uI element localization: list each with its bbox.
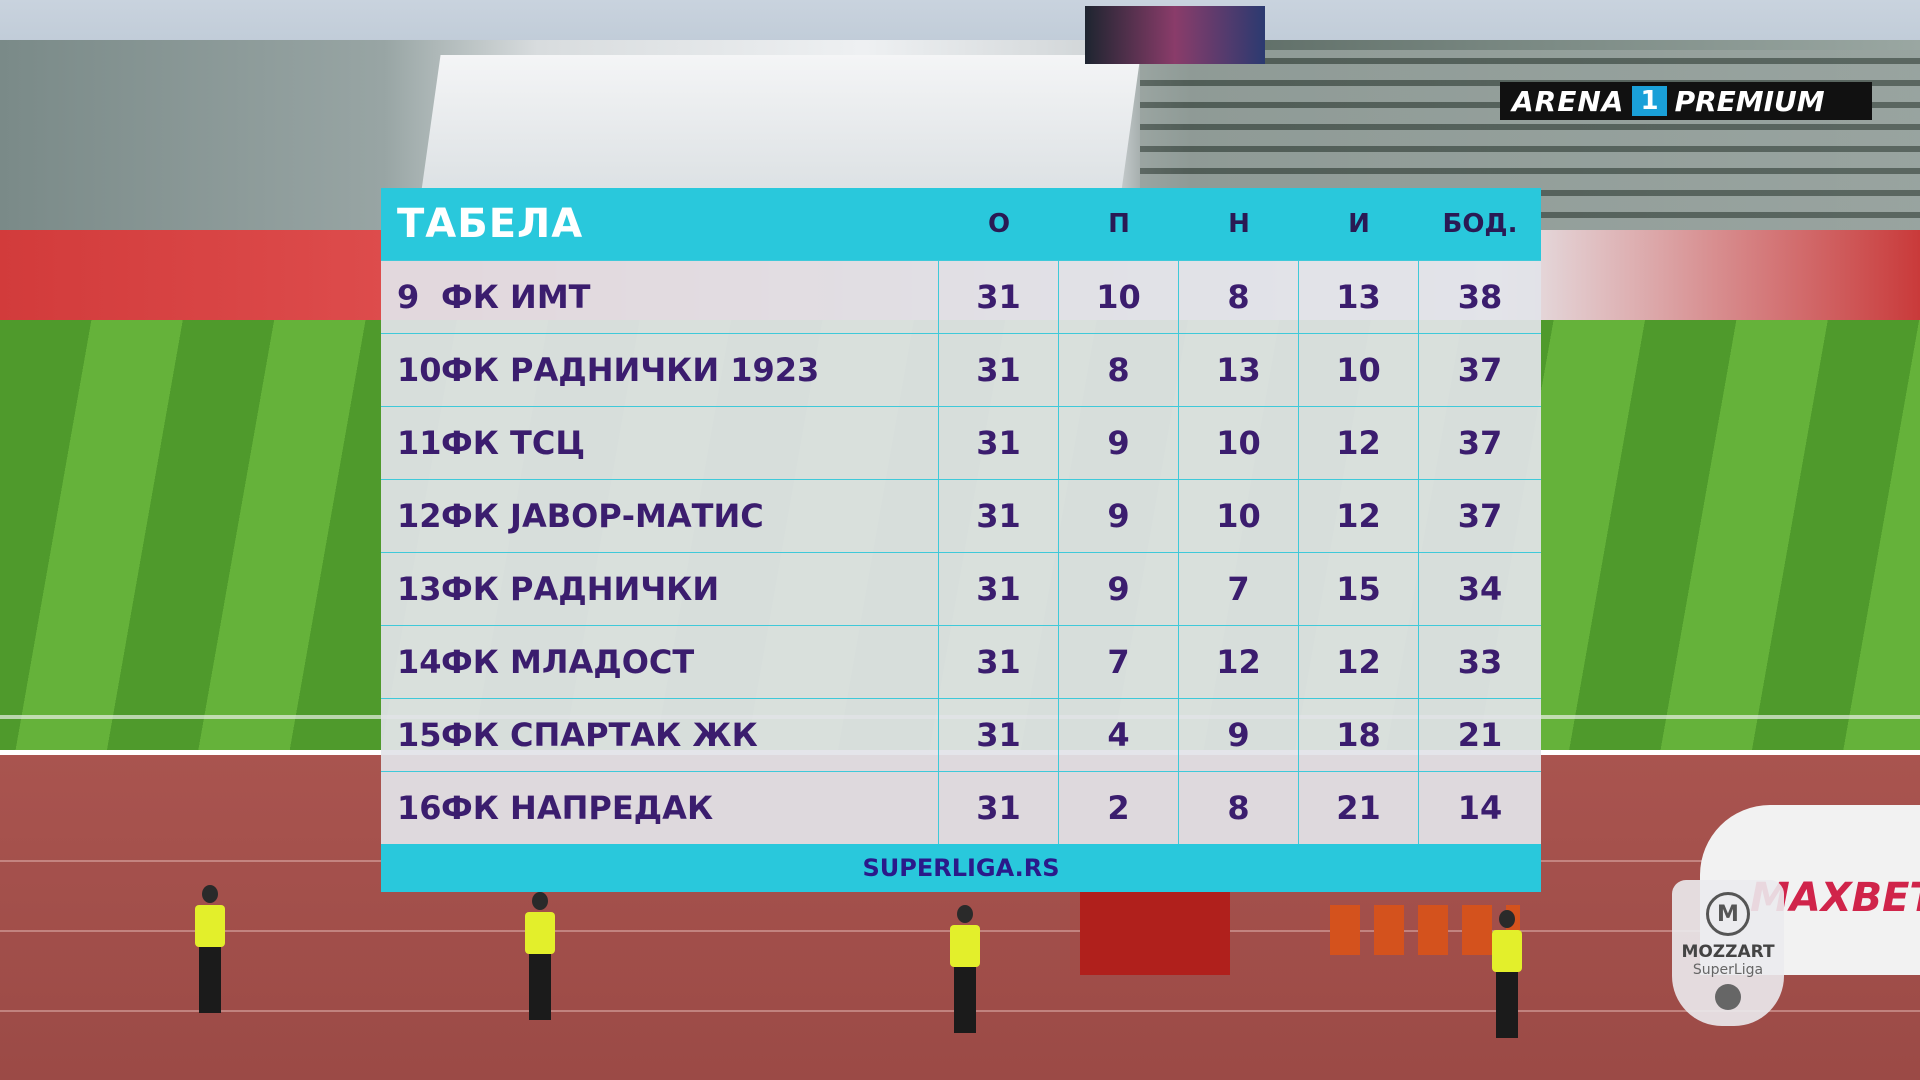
draws: 8: [1179, 772, 1299, 844]
team-name: ФК ИМТ: [441, 261, 939, 333]
played: 31: [939, 480, 1059, 552]
position: 10: [397, 351, 442, 389]
losses: 12: [1299, 407, 1419, 479]
bench-chairs: [1330, 905, 1520, 955]
points: 37: [1457, 497, 1503, 535]
position: 14: [397, 643, 442, 681]
mozzart-m-icon: M: [1706, 892, 1750, 936]
broadcaster-logo: ARENA 1 PREMIUM: [1500, 82, 1872, 120]
table-title: ТАБЕЛА: [397, 201, 584, 247]
column-header-wins: П: [1108, 209, 1130, 239]
position: 9: [397, 278, 420, 316]
team-name: ФК ЈАВОР-МАТИС: [441, 480, 939, 552]
losses: 15: [1299, 553, 1419, 625]
losses: 21: [1299, 772, 1419, 844]
draws: 10: [1179, 407, 1299, 479]
table-row: 11 ФК ТСЦ 31 9 10 12 37: [381, 406, 1541, 479]
draws: 9: [1179, 699, 1299, 771]
table-row: 10 ФК РАДНИЧКИ 1923 31 8 13 10 37: [381, 333, 1541, 406]
table-row: 9 ФК ИМТ 31 10 8 13 38: [381, 260, 1541, 333]
draws: 10: [1179, 480, 1299, 552]
team-name: ФК ТСЦ: [441, 407, 939, 479]
wins: 9: [1059, 407, 1179, 479]
wins: 7: [1059, 626, 1179, 698]
draws: 13: [1179, 334, 1299, 406]
draws: 12: [1179, 626, 1299, 698]
table-row: 14 ФК МЛАДОСТ 31 7 12 12 33: [381, 625, 1541, 698]
league-badge: M MOZZART SuperLiga: [1672, 880, 1784, 1026]
position: 15: [397, 716, 442, 754]
column-header-losses: И: [1348, 209, 1370, 239]
table-header: ТАБЕЛА О П Н И БОД.: [381, 188, 1541, 260]
losses: 12: [1299, 626, 1419, 698]
losses: 13: [1299, 261, 1419, 333]
football-icon: [1715, 984, 1741, 1010]
steward: [193, 885, 227, 1015]
draws: 7: [1179, 553, 1299, 625]
position: 13: [397, 570, 442, 608]
steward: [948, 905, 982, 1035]
losses: 10: [1299, 334, 1419, 406]
red-bench: [1080, 890, 1230, 975]
league-brand: MOZZART: [1681, 942, 1775, 962]
played: 31: [939, 626, 1059, 698]
team-name: ФК МЛАДОСТ: [441, 626, 939, 698]
points: 38: [1457, 278, 1503, 316]
points: 37: [1457, 351, 1503, 389]
league-name: SuperLiga: [1692, 962, 1764, 978]
played: 31: [939, 334, 1059, 406]
broadcaster-name: ARENA: [1512, 84, 1625, 118]
points: 21: [1457, 716, 1503, 754]
position: 12: [397, 497, 442, 535]
column-header-draws: Н: [1228, 209, 1250, 239]
wins: 9: [1059, 553, 1179, 625]
played: 31: [939, 407, 1059, 479]
white-building: [419, 55, 1141, 205]
wins: 10: [1059, 261, 1179, 333]
team-name: ФК СПАРТАК ЖК: [441, 699, 939, 771]
played: 31: [939, 553, 1059, 625]
table-footer: SUPERLIGA.RS: [381, 844, 1541, 892]
team-name: ФК НАПРЕДАК: [441, 772, 939, 844]
played: 31: [939, 261, 1059, 333]
losses: 18: [1299, 699, 1419, 771]
column-header-played: О: [987, 209, 1011, 239]
team-name: ФК РАДНИЧКИ 1923: [441, 334, 939, 406]
table-row: 13 ФК РАДНИЧКИ 31 9 7 15 34: [381, 552, 1541, 625]
points: 33: [1457, 643, 1503, 681]
steward: [523, 892, 557, 1022]
position: 16: [397, 789, 442, 827]
wins: 8: [1059, 334, 1179, 406]
draws: 8: [1179, 261, 1299, 333]
table-row: 12 ФК ЈАВОР-МАТИС 31 9 10 12 37: [381, 479, 1541, 552]
wins: 4: [1059, 699, 1179, 771]
points: 37: [1457, 424, 1503, 462]
team-name: ФК РАДНИЧКИ: [441, 553, 939, 625]
standings-table: ТАБЕЛА О П Н И БОД. 9 ФК ИМТ 31 10 8 13 …: [381, 188, 1541, 892]
broadcaster-tier: PREMIUM: [1674, 84, 1825, 118]
losses: 12: [1299, 480, 1419, 552]
points: 14: [1457, 789, 1503, 827]
steward: [1490, 910, 1524, 1040]
broadcaster-channel-number: 1: [1632, 86, 1667, 116]
billboard: [1085, 6, 1265, 64]
played: 31: [939, 699, 1059, 771]
position: 11: [397, 424, 442, 462]
table-row: 16 ФК НАПРЕДАК 31 2 8 21 14: [381, 771, 1541, 844]
played: 31: [939, 772, 1059, 844]
table-row: 15 ФК СПАРТАК ЖК 31 4 9 18 21: [381, 698, 1541, 771]
points: 34: [1457, 570, 1503, 608]
wins: 2: [1059, 772, 1179, 844]
column-header-points: БОД.: [1442, 209, 1518, 239]
wins: 9: [1059, 480, 1179, 552]
